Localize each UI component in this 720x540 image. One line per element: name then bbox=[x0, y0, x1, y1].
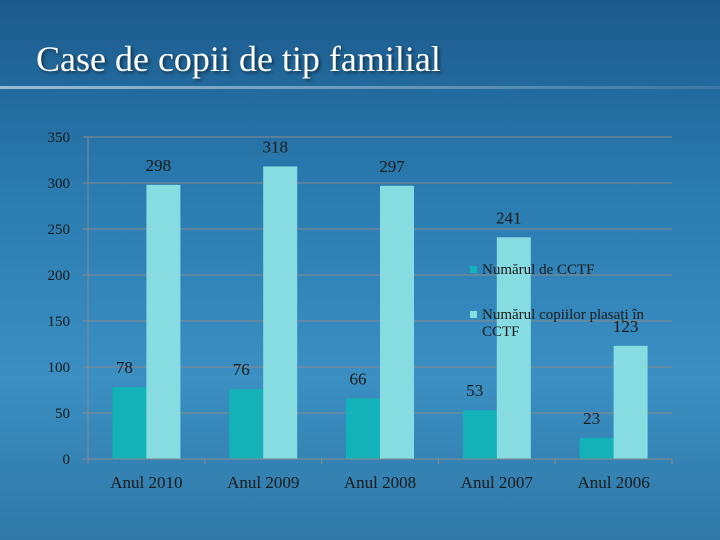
legend-label-series-2: Numărul copiilor plasați în CCTF bbox=[482, 307, 645, 340]
data-label-series-1-3: 53 bbox=[466, 381, 483, 400]
data-label-series-2-4: 123 bbox=[613, 317, 639, 336]
title-divider bbox=[0, 86, 720, 89]
y-tick-label-200: 200 bbox=[48, 268, 71, 284]
y-tick-label-300: 300 bbox=[48, 176, 71, 192]
data-label-series-2-2: 297 bbox=[379, 157, 405, 176]
x-tick-label-2: Anul 2008 bbox=[344, 473, 416, 492]
bar-series-2-2 bbox=[380, 185, 414, 459]
legend-swatch-series-2 bbox=[470, 311, 477, 318]
legend-label-series-1: Numărul de CCTF bbox=[482, 262, 595, 278]
chart-legend: Numărul de CCTF Numărul copiilor plasați… bbox=[470, 262, 680, 341]
data-label-series-1-4: 23 bbox=[583, 409, 600, 428]
x-tick-label-4: Anul 2006 bbox=[577, 473, 649, 492]
data-label-series-1-1: 76 bbox=[233, 360, 250, 379]
slide-title: Case de copii de tip familial bbox=[36, 39, 441, 79]
y-tick-label-0: 0 bbox=[63, 452, 71, 468]
y-tick-label-350: 350 bbox=[48, 130, 71, 146]
y-tick-label-150: 150 bbox=[48, 314, 71, 330]
data-label-series-2-0: 298 bbox=[146, 156, 172, 175]
bar-series-2-0 bbox=[146, 184, 181, 459]
bar-series-1-1 bbox=[229, 389, 264, 459]
legend-item-series-2: Numărul copiilor plasați în CCTF bbox=[470, 307, 680, 341]
y-tick-label-50: 50 bbox=[55, 406, 70, 422]
y-tick-label-100: 100 bbox=[48, 360, 71, 376]
x-tick-label-3: Anul 2007 bbox=[461, 473, 534, 492]
data-label-series-1-2: 66 bbox=[350, 369, 367, 388]
bar-series-1-2 bbox=[346, 398, 380, 459]
y-tick-label-250: 250 bbox=[48, 222, 71, 238]
bar-series-2-1 bbox=[263, 166, 298, 459]
data-label-series-2-3: 241 bbox=[496, 208, 522, 227]
bar-series-2-3 bbox=[496, 237, 531, 459]
x-tick-label-1: Anul 2009 bbox=[227, 473, 299, 492]
data-label-series-2-1: 318 bbox=[262, 137, 288, 156]
bar-series-1-4 bbox=[579, 437, 614, 459]
data-label-series-1-0: 78 bbox=[116, 358, 133, 377]
bar-series-2-4 bbox=[613, 345, 648, 459]
legend-item-series-1: Numărul de CCTF bbox=[470, 262, 680, 279]
legend-swatch-series-1 bbox=[470, 266, 477, 273]
x-tick-label-0: Anul 2010 bbox=[110, 473, 182, 492]
bar-series-1-3 bbox=[462, 410, 497, 459]
bar-series-1-0 bbox=[112, 387, 147, 459]
